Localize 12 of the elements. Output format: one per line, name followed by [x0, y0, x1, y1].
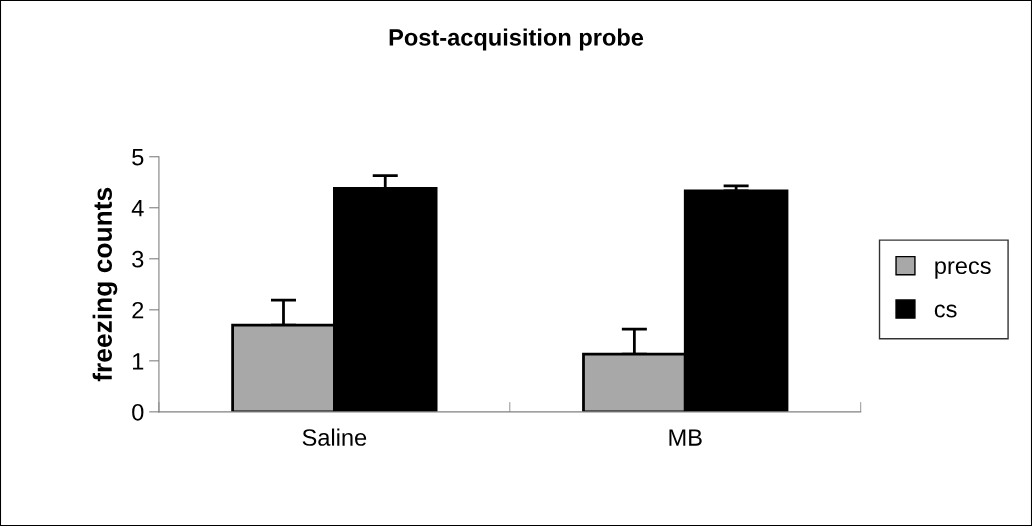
x-tick-label: MB: [669, 429, 702, 446]
y-tick-label: 2: [132, 301, 144, 319]
chart-title: Post-acquisition probe: [389, 28, 644, 51]
x-tick-label: Saline: [302, 428, 367, 446]
legend-label: cs: [934, 304, 957, 318]
y-tick-label: 4: [131, 200, 144, 217]
y-tick-label: 3: [132, 250, 144, 268]
y-tick-label: 1: [133, 353, 144, 370]
y-tick-label: 0: [132, 403, 144, 421]
legend-label: precs: [935, 261, 991, 279]
y-axis-title: freezing counts: [92, 187, 118, 382]
y-tick-label: 5: [132, 149, 144, 166]
